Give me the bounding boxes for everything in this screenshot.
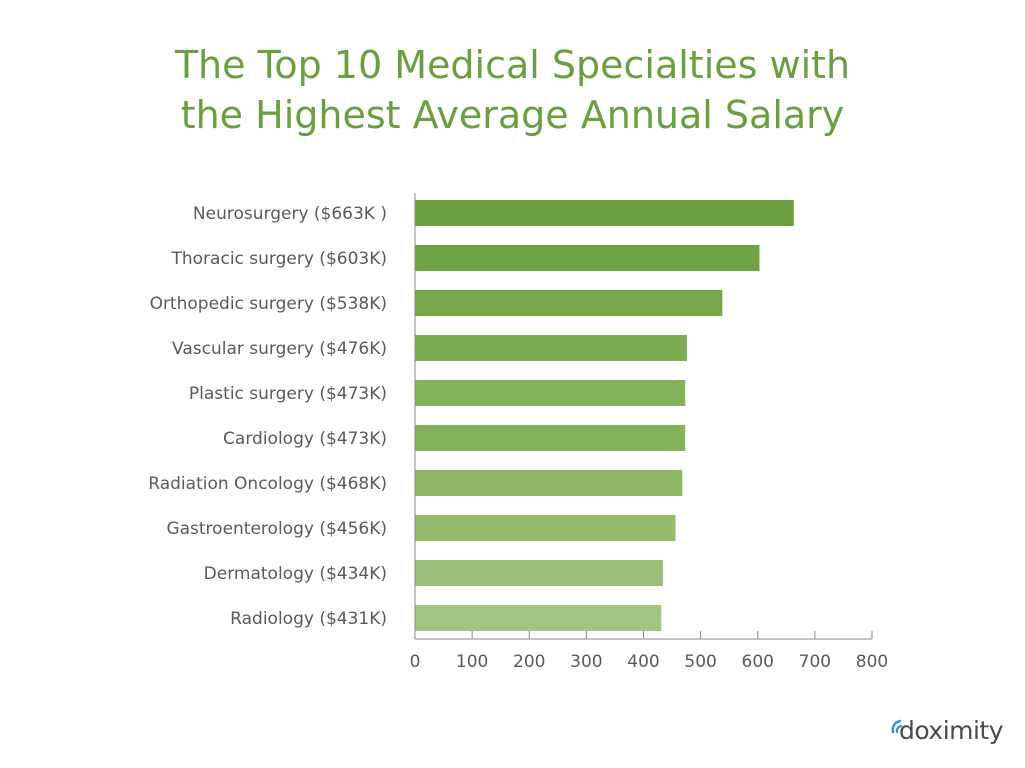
x-tick-label-500: 500 [684, 652, 716, 672]
bar-1 [415, 200, 794, 226]
category-label-10: Radiology ($431K) [230, 609, 387, 629]
chart-title: The Top 10 Medical Specialties with the … [0, 40, 1025, 140]
chart-title-line-1: The Top 10 Medical Specialties with [174, 43, 851, 87]
category-label-7: Radiation Oncology ($468K) [148, 474, 387, 494]
x-tick-label-600: 600 [742, 652, 774, 672]
signal-icon [891, 719, 903, 734]
category-label-6: Cardiology ($473K) [223, 429, 387, 449]
category-label-9: Dermatology ($434K) [204, 564, 387, 584]
chart-title-line-2: the Highest Average Annual Salary [180, 93, 845, 137]
doximity-logo: doximity [890, 714, 1005, 750]
category-label-1: Neurosurgery ($663K ) [193, 204, 387, 224]
x-tick-label-300: 300 [570, 652, 602, 672]
bar-10 [415, 605, 662, 631]
x-tick-label-0: 0 [410, 652, 421, 672]
bar-9 [415, 560, 663, 586]
bar-3 [415, 290, 723, 316]
logo-wordmark: doximity [899, 716, 1004, 745]
bar-5 [415, 380, 686, 406]
bar-4 [415, 335, 687, 361]
x-tick-label-700: 700 [799, 652, 831, 672]
category-label-8: Gastroenterology ($456K) [166, 519, 387, 539]
x-tick-label-100: 100 [456, 652, 488, 672]
category-label-3: Orthopedic surgery ($538K) [150, 294, 387, 314]
bar-7 [415, 470, 683, 496]
x-tick-label-200: 200 [513, 652, 545, 672]
bar-2 [415, 245, 760, 271]
category-label-5: Plastic surgery ($473K) [189, 384, 387, 404]
x-tick-label-800: 800 [856, 652, 888, 672]
category-label-2: Thoracic surgery ($603K) [171, 249, 388, 269]
bar-8 [415, 515, 676, 541]
x-tick-label-400: 400 [627, 652, 659, 672]
category-label-4: Vascular surgery ($476K) [172, 339, 387, 359]
bar-chart: Neurosurgery ($663K ) Thoracic surgery ($… [148, 193, 888, 672]
bar-6 [415, 425, 686, 451]
